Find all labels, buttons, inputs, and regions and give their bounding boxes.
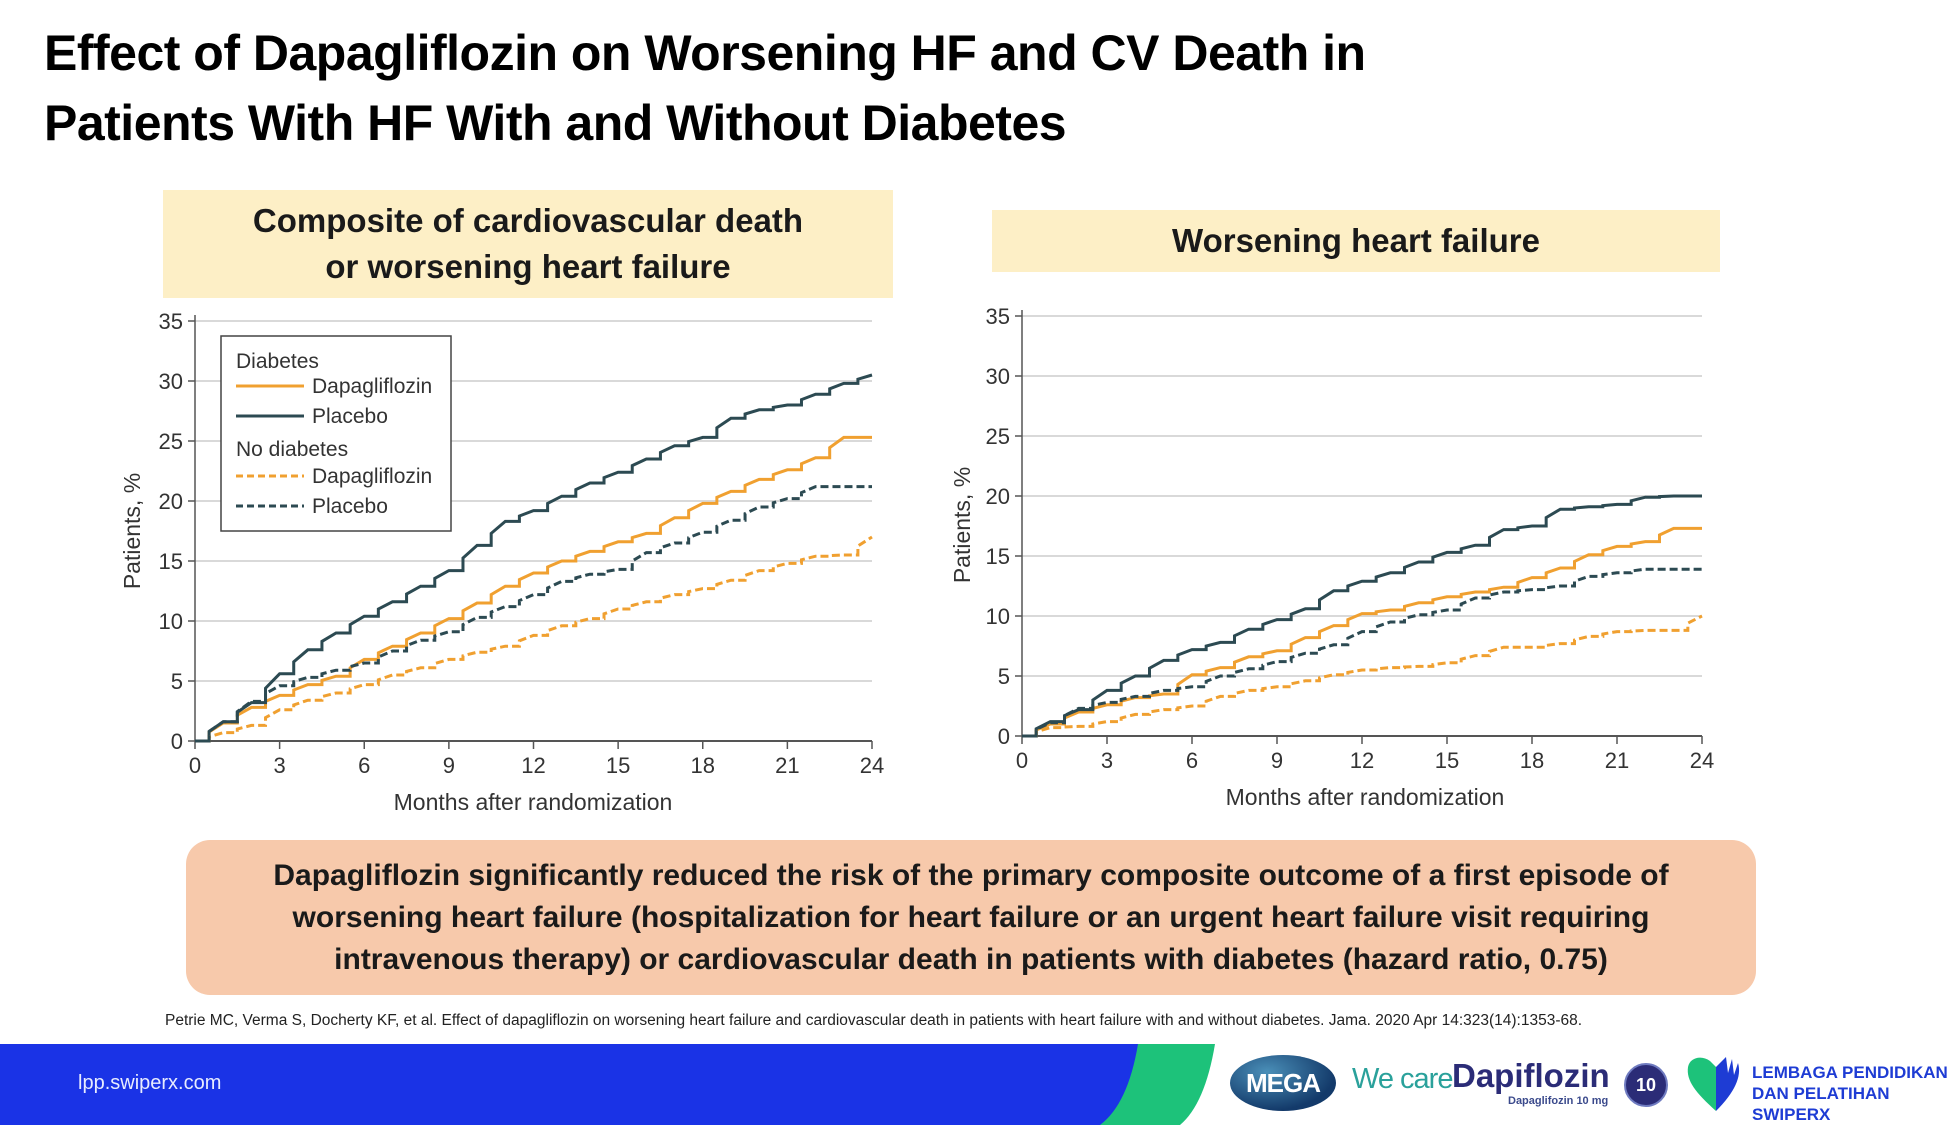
y-axis-title: Patients, % — [949, 467, 975, 583]
y-tick-label: 30 — [986, 364, 1010, 389]
brand-name: Dapiflozin — [1452, 1057, 1610, 1094]
y-tick-label: 20 — [159, 489, 183, 514]
right-panel-header: Worsening heart failure — [992, 210, 1720, 272]
slide-title-line-2: Patients With HF With and Without Diabet… — [44, 95, 1067, 151]
y-tick-label: 10 — [159, 609, 183, 634]
y-tick-label: 35 — [986, 304, 1010, 329]
x-tick-label: 18 — [691, 753, 715, 778]
legend-label-no-diabetes-dapagliflozin: Dapagliflozin — [312, 465, 432, 488]
legend-label-no-diabetes-placebo: Placebo — [312, 495, 388, 518]
y-tick-label: 5 — [998, 664, 1010, 689]
y-tick-label: 10 — [986, 604, 1010, 629]
slide-title: Effect of Dapagliflozin on Worsening HF … — [44, 18, 1544, 158]
x-tick-label: 18 — [1520, 748, 1544, 773]
x-tick-label: 3 — [274, 753, 286, 778]
swiperx-heart-icon — [1687, 1057, 1740, 1111]
x-axis-title: Months after randomization — [1226, 784, 1505, 810]
citation: Petrie MC, Verma S, Docherty KF, et al. … — [165, 1012, 1583, 1029]
series-lines — [1022, 494, 1703, 738]
series-line-no-diabetes-placebo — [195, 485, 872, 743]
y-tick-label: 15 — [986, 544, 1010, 569]
series-line-no-diabetes-dapagliflozin — [1022, 614, 1703, 738]
chart-composite: 0 5 10 15 20 25 30 35 0 3 6 9 12 15 18 21 24 Months afte… — [119, 309, 884, 815]
y-tick-label: 20 — [986, 484, 1010, 509]
y-axis-title: Patients, % — [119, 473, 145, 589]
y-tick-label: 30 — [159, 369, 183, 394]
x-tick-label: 0 — [189, 753, 201, 778]
tagline: We care — [1352, 1063, 1453, 1095]
y-tick-label: 15 — [159, 549, 183, 574]
legend-label-diabetes-placebo: Placebo — [312, 405, 388, 428]
legend-label-diabetes-dapagliflozin: Dapagliflozin — [312, 375, 432, 398]
y-tick-label: 25 — [986, 424, 1010, 449]
x-tick-label: 9 — [1271, 748, 1283, 773]
footer-url[interactable]: lpp.swiperx.com — [78, 1072, 222, 1094]
org-name-line-2: DAN PELATIHAN SWIPERX — [1752, 1084, 1890, 1124]
mega-logo-text: MEGA — [1246, 1067, 1321, 1098]
footer-blue-band — [0, 1044, 1138, 1125]
series-lines — [195, 373, 873, 743]
x-tick-label: 21 — [775, 753, 799, 778]
series-line-no-diabetes-dapagliflozin — [195, 535, 873, 743]
axes: 0 5 10 15 20 25 30 35 0 3 6 9 12 15 18 21 24 — [159, 309, 885, 778]
legend-box — [220, 335, 452, 532]
series-line-diabetes-placebo — [195, 373, 873, 743]
x-tick-label: 15 — [606, 753, 630, 778]
x-tick-label: 12 — [521, 753, 545, 778]
series-line-no-diabetes-placebo — [1022, 567, 1702, 738]
org-name: LEMBAGA PENDIDIKAN DAN PELATIHAN SWIPERX — [1752, 1062, 1950, 1125]
right-panel-header-text: Worsening heart failure — [1172, 222, 1540, 259]
footer-logos: MEGA We care Dapiflozin Dapaglifozin 10 … — [1230, 1045, 1950, 1124]
gridlines — [1022, 315, 1702, 677]
chart-worsening-hf: 0 5 10 15 20 25 30 35 0 3 6 9 12 15 18 21 24 Months afte… — [949, 304, 1714, 810]
y-tick-label: 25 — [159, 429, 183, 454]
x-tick-label: 6 — [358, 753, 370, 778]
x-axis-title: Months after randomization — [394, 789, 673, 815]
x-tick-label: 15 — [1435, 748, 1459, 773]
summary-callout: Dapagliflozin significantly reduced the … — [186, 840, 1756, 995]
x-tick-label: 21 — [1605, 748, 1629, 773]
x-tick-label: 9 — [443, 753, 455, 778]
x-tick-label: 0 — [1016, 748, 1028, 773]
axes: 0 5 10 15 20 25 30 35 0 3 6 9 12 15 18 21 24 — [986, 304, 1715, 773]
summary-text: Dapagliflozin significantly reduced the … — [273, 858, 1669, 976]
dose-badge: 10 — [1624, 1063, 1668, 1107]
slide-title-line-1: Effect of Dapagliflozin on Worsening HF … — [44, 25, 1366, 81]
left-panel-header: Composite of cardiovascular death or wor… — [163, 190, 893, 298]
y-tick-label: 35 — [159, 309, 183, 334]
footer-bar — [0, 1044, 1215, 1125]
mega-logo: MEGA — [1230, 1055, 1336, 1111]
x-tick-label: 3 — [1101, 748, 1113, 773]
legend: Diabetes Dapagliflozin Placebo No diabet… — [220, 335, 452, 532]
series-line-diabetes-dapagliflozin — [195, 435, 872, 743]
legend-group-diabetes: Diabetes — [236, 350, 319, 373]
legend-group-no-diabetes: No diabetes — [236, 438, 348, 461]
org-name-line-1: LEMBAGA PENDIDIKAN — [1752, 1063, 1948, 1082]
y-tick-label: 5 — [171, 669, 183, 694]
x-tick-label: 6 — [1186, 748, 1198, 773]
left-panel-header-text: Composite of cardiovascular death or wor… — [252, 202, 804, 285]
y-tick-label: 0 — [998, 724, 1010, 749]
y-tick-label: 0 — [171, 729, 183, 754]
brand-subtitle: Dapaglifozin 10 mg — [1508, 1095, 1609, 1107]
x-tick-label: 24 — [1690, 748, 1714, 773]
series-line-diabetes-placebo — [1022, 494, 1702, 738]
x-tick-label: 24 — [860, 753, 884, 778]
x-tick-label: 12 — [1350, 748, 1374, 773]
